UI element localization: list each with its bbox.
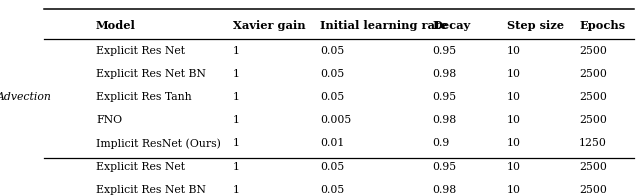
Text: 0.95: 0.95 (432, 162, 456, 172)
Text: 2500: 2500 (579, 185, 607, 195)
Text: 2500: 2500 (579, 162, 607, 172)
Text: Epochs: Epochs (579, 20, 625, 31)
Text: 1: 1 (233, 162, 240, 172)
Text: 10: 10 (507, 185, 521, 195)
Text: 0.98: 0.98 (432, 69, 456, 79)
Text: 0.05: 0.05 (320, 46, 344, 56)
Text: FNO: FNO (96, 115, 122, 125)
Text: 0.05: 0.05 (320, 185, 344, 195)
Text: 0.95: 0.95 (432, 92, 456, 102)
Text: 2500: 2500 (579, 46, 607, 56)
Text: 0.98: 0.98 (432, 115, 456, 125)
Text: 1: 1 (233, 138, 240, 149)
Text: Model: Model (96, 20, 136, 31)
Text: 2500: 2500 (579, 69, 607, 79)
Text: 2500: 2500 (579, 115, 607, 125)
Text: 2500: 2500 (579, 92, 607, 102)
Text: 10: 10 (507, 115, 521, 125)
Text: 10: 10 (507, 46, 521, 56)
Text: 1: 1 (233, 46, 240, 56)
Text: 0.98: 0.98 (432, 185, 456, 195)
Text: Explicit Res Net: Explicit Res Net (96, 46, 185, 56)
Text: 10: 10 (507, 138, 521, 149)
Text: Explicit Res Net: Explicit Res Net (96, 162, 185, 172)
Text: Implicit ResNet (Ours): Implicit ResNet (Ours) (96, 138, 221, 149)
Text: 0.95: 0.95 (432, 46, 456, 56)
Text: 0.005: 0.005 (320, 115, 351, 125)
Text: Decay: Decay (432, 20, 470, 31)
Text: Explicit Res Tanh: Explicit Res Tanh (96, 92, 191, 102)
Text: 1: 1 (233, 69, 240, 79)
Text: 1: 1 (233, 92, 240, 102)
Text: 0.9: 0.9 (432, 138, 449, 149)
Text: 0.05: 0.05 (320, 92, 344, 102)
Text: 10: 10 (507, 162, 521, 172)
Text: 0.05: 0.05 (320, 162, 344, 172)
Text: 10: 10 (507, 69, 521, 79)
Text: 1: 1 (233, 185, 240, 195)
Text: 0.01: 0.01 (320, 138, 344, 149)
Text: Step size: Step size (507, 20, 564, 31)
Text: 0.05: 0.05 (320, 69, 344, 79)
Text: Xavier gain: Xavier gain (233, 20, 305, 31)
Text: 1250: 1250 (579, 138, 607, 149)
Text: Explicit Res Net BN: Explicit Res Net BN (96, 185, 206, 195)
Text: Advection: Advection (0, 92, 52, 102)
Text: Initial learning rate: Initial learning rate (320, 20, 447, 31)
Text: 1: 1 (233, 115, 240, 125)
Text: 10: 10 (507, 92, 521, 102)
Text: Explicit Res Net BN: Explicit Res Net BN (96, 69, 206, 79)
